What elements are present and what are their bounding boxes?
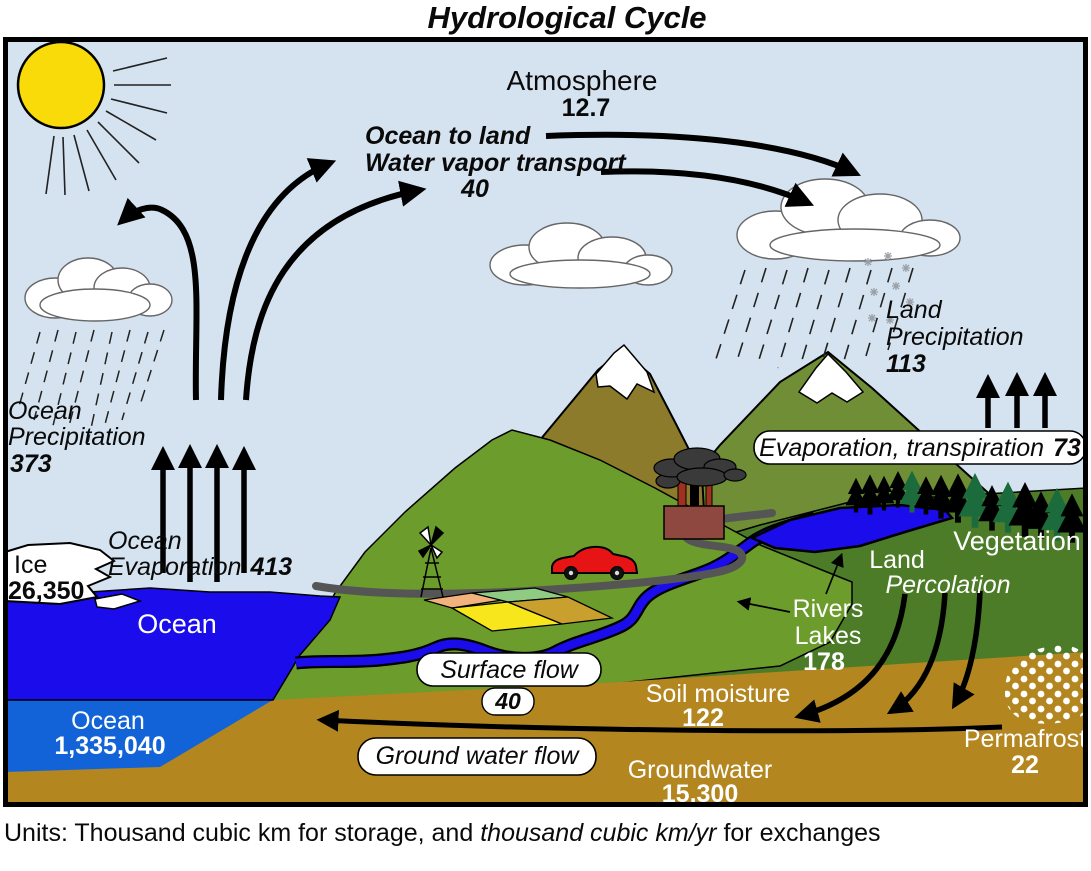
crop-fields (423, 587, 615, 632)
vapor-transport-label-line2: Water vapor transport (365, 149, 627, 177)
ocean-precipitation-value: 373 (10, 450, 52, 478)
iceberg (4, 541, 143, 610)
river (295, 511, 817, 670)
units-note: Units: Thousand cubic km for storage, an… (4, 819, 881, 847)
vapor-transport-label-line1: Ocean to land (365, 122, 531, 150)
groundwater-label: Groundwater (628, 756, 773, 784)
ocean-evaporation-arrows (150, 443, 257, 582)
snow-cap-left (595, 343, 656, 401)
windmill (417, 525, 445, 598)
ocean-evaporation-value: 413 (249, 553, 292, 581)
permafrost-dots (1004, 645, 1086, 724)
land-precipitation-label-line1: Land (886, 296, 943, 324)
units-note-prefix: Units: Thousand cubic km for storage, an… (4, 819, 473, 847)
ocean-storage-value: 1,335,040 (54, 732, 165, 760)
ocean-cross-section (5, 700, 273, 772)
evaporation-transpiration-value: 73 (1053, 434, 1081, 462)
land-percolation-label-line2: Percolation (885, 571, 1010, 599)
soil-moisture-value: 122 (682, 704, 724, 732)
ground-water-flow-arrow (316, 709, 1003, 734)
surface-flow-pill (416, 652, 602, 687)
ocean-surface-label: Ocean (137, 609, 217, 639)
ice-floe (94, 593, 143, 610)
page-title: Hydrological Cycle (427, 0, 706, 35)
percolation-arrows (794, 590, 983, 723)
ocean-storage-label: Ocean (71, 707, 145, 735)
ice-label: Ice (14, 551, 47, 579)
ocean-precipitation-label-line2: Precipitation (8, 423, 146, 451)
soil-moisture-label: Soil moisture (646, 680, 791, 708)
rivers-lakes-label-line1: Rivers (793, 595, 864, 623)
rain-right (714, 267, 914, 371)
lake (748, 503, 955, 554)
rivers-lakes-value: 178 (803, 648, 845, 676)
units-note-italic: thousand cubic km/yr (480, 819, 718, 847)
surface-flow-value-pill (481, 687, 535, 716)
atmosphere-value: 12.7 (562, 94, 611, 122)
vapor-transport-value: 40 (460, 175, 489, 203)
ocean-precipitation-label-line1: Ocean (8, 397, 82, 425)
rivers-lakes-label-line2: Lakes (795, 622, 862, 650)
atmosphere-label: Atmosphere (507, 65, 658, 96)
evaporation-transpiration-text: Evaporation, transpiration (759, 434, 1044, 462)
ocean-evaporation-label-line2: Evaporation 413 (108, 553, 292, 581)
units-note-suffix: for exchanges (723, 819, 880, 847)
land-percolation-label-line1: Land (869, 546, 925, 574)
snow-cap-right (797, 352, 865, 404)
surface-flow-label: Surface flow (440, 656, 580, 684)
evaporation-transpiration-label: Evaporation, transpiration 73 (759, 434, 1081, 462)
land-precipitation-value: 113 (886, 350, 926, 378)
rivers-lakes-pointer-arrows (736, 552, 844, 613)
ocean-evaporation-label-line1: Ocean (108, 527, 182, 555)
surface-flow-value: 40 (494, 688, 521, 714)
rain-left (17, 329, 165, 443)
factory (653, 447, 747, 540)
sun-rays (45, 57, 171, 196)
vegetation-label: Vegetation (953, 526, 1081, 556)
rain-cloud-right (736, 178, 961, 262)
ice-value: 26,350 (8, 577, 84, 605)
vapor-rise-arrows (117, 158, 427, 401)
rain-cloud-left (24, 257, 173, 322)
ocean-evaporation-word: Evaporation (108, 553, 241, 581)
cloud-center (489, 222, 673, 289)
permafrost-label: Permafrost (964, 725, 1086, 753)
vapor-transport-arrows (545, 131, 861, 207)
smoke (653, 447, 747, 489)
sun (16, 40, 171, 196)
ground-water-flow-pill (357, 737, 597, 776)
frame-border (3, 37, 1088, 807)
land-precipitation-label-line2: Precipitation (886, 323, 1024, 351)
permafrost-value: 22 (1011, 751, 1039, 779)
ground-water-flow-label: Ground water flow (376, 742, 581, 770)
car (551, 545, 639, 580)
transpiration-arrows (975, 371, 1058, 428)
